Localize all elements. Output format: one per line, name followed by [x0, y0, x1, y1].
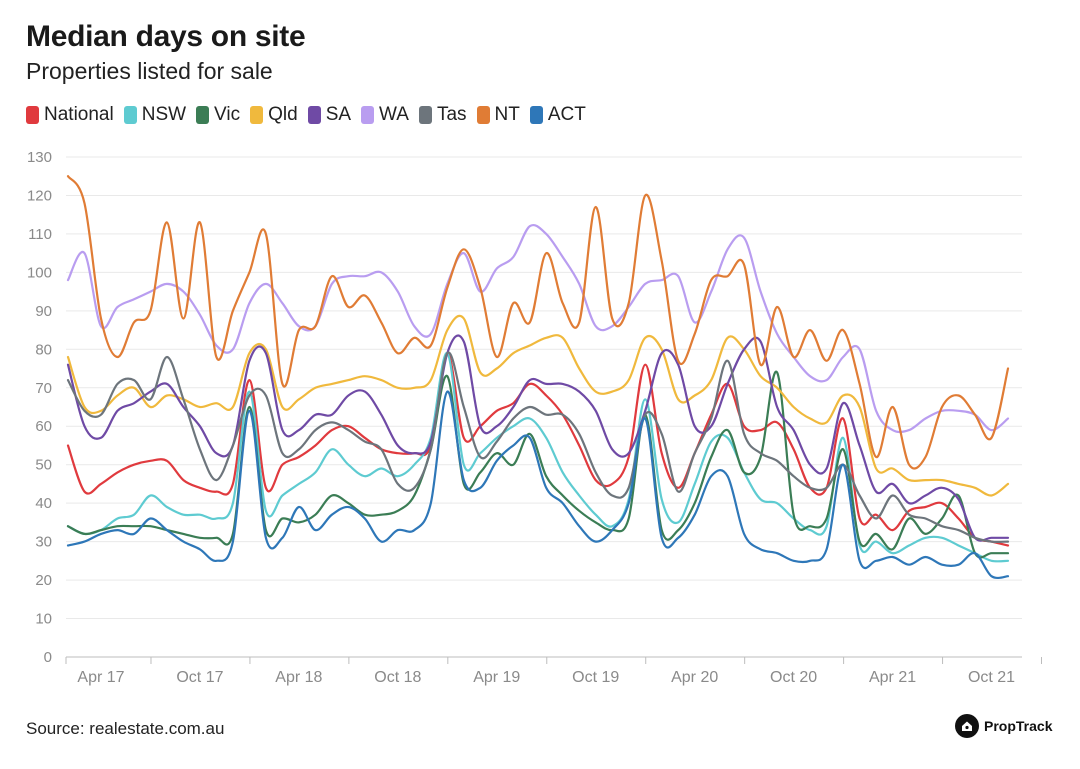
chart-subtitle: Properties listed for sale: [26, 58, 273, 84]
x-tick-label: Apr 17: [77, 669, 124, 686]
y-tick-label: 50: [35, 457, 52, 474]
legend-item-wa: WA: [361, 104, 409, 126]
y-tick-label: 120: [27, 187, 52, 204]
legend-swatch: [361, 106, 375, 124]
x-tick-label: Apr 21: [869, 669, 916, 686]
y-tick-label: 90: [35, 303, 52, 320]
legend-swatch: [250, 106, 264, 124]
y-tick-label: 20: [35, 572, 52, 589]
legend-item-national: National: [26, 104, 114, 126]
series-line-wa: [66, 223, 1010, 434]
legend-label: Tas: [436, 104, 467, 125]
brand-name: PropTrack: [984, 718, 1053, 734]
legend-swatch: [196, 106, 210, 124]
legend-label: NSW: [141, 104, 187, 125]
x-tick-label: Oct 21: [968, 669, 1015, 686]
legend-item-sa: SA: [307, 104, 352, 126]
series-line-vic: [66, 370, 1010, 559]
legend-label: ACT: [547, 104, 586, 125]
legend-item-vic: Vic: [196, 104, 240, 126]
y-tick-label: 110: [28, 226, 52, 243]
y-tick-label: 80: [35, 341, 52, 358]
series-line-act: [66, 390, 1010, 580]
legend-label: NT: [494, 104, 520, 125]
legend-swatch: [476, 106, 490, 124]
series-line-tas: [66, 351, 1010, 544]
legend-swatch: [418, 106, 432, 124]
legend-item-act: ACT: [529, 104, 586, 126]
y-tick-label: 30: [35, 534, 52, 551]
y-tick-label: 0: [44, 649, 52, 666]
x-tick-label: Oct 17: [176, 669, 223, 686]
legend-label: Qld: [268, 104, 298, 125]
series-line-nt: [66, 175, 1010, 470]
legend-swatch: [307, 106, 321, 124]
legend-label: National: [44, 104, 114, 125]
y-tick-label: 10: [35, 611, 52, 628]
legend-label: WA: [379, 104, 409, 125]
series-line-nsw: [66, 352, 1010, 563]
legend-item-nt: NT: [476, 104, 520, 126]
legend-swatch: [26, 106, 39, 124]
chart-title: Median days on site: [26, 20, 306, 53]
y-tick-label: 40: [35, 495, 52, 512]
series-line-qld: [66, 314, 1010, 497]
legend-swatch: [123, 106, 137, 124]
legend-item-nsw: NSW: [123, 104, 187, 126]
legend-label: Vic: [214, 104, 241, 125]
series-line-sa: [66, 334, 1010, 542]
chart-legend: National NSW Vic Qld SA WA Tas NT ACT: [26, 104, 596, 126]
brand-logo: PropTrack: [955, 714, 1052, 738]
x-tick-label: Apr 20: [671, 669, 718, 686]
y-tick-label: 70: [35, 380, 52, 397]
x-tick-label: Apr 19: [473, 669, 520, 686]
source-note: Source: realestate.com.au: [26, 719, 225, 738]
x-tick-label: Oct 20: [770, 669, 817, 686]
house-icon: [955, 714, 979, 738]
legend-swatch: [529, 106, 543, 124]
x-tick-label: Apr 18: [275, 669, 322, 686]
y-tick-label: 130: [27, 149, 52, 166]
legend-item-qld: Qld: [250, 104, 298, 126]
x-tick-label: Oct 18: [374, 669, 421, 686]
y-tick-label: 60: [35, 418, 52, 435]
legend-label: SA: [325, 104, 352, 125]
x-tick-label: Oct 19: [572, 669, 619, 686]
y-tick-label: 100: [27, 264, 52, 281]
legend-item-tas: Tas: [418, 104, 467, 126]
series-line-national: [66, 352, 1010, 547]
